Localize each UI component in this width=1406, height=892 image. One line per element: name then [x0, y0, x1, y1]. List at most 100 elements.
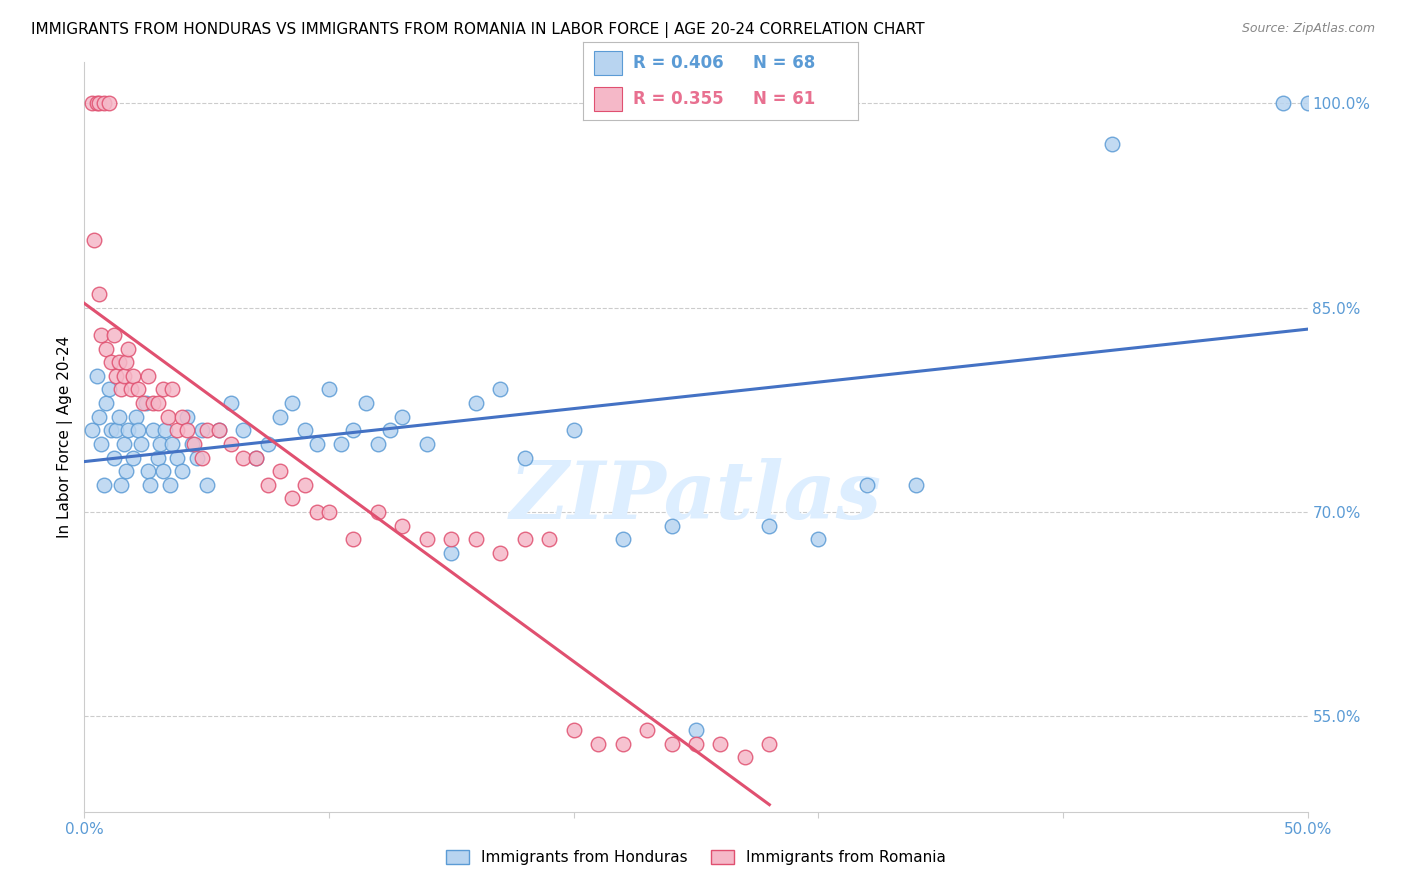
Point: [1272, 96, 1295, 111]
Point: [142, 396, 165, 410]
Point: [103, 327, 125, 342]
Point: [97, 383, 120, 397]
Point: [107, 355, 129, 369]
Point: [416, 437, 439, 451]
Text: R = 0.355: R = 0.355: [633, 90, 724, 108]
Point: [305, 505, 328, 519]
Point: [115, 464, 138, 478]
Point: [354, 396, 377, 410]
Point: [172, 464, 194, 478]
Point: [159, 477, 181, 491]
Point: [562, 723, 585, 737]
Point: [117, 342, 139, 356]
Point: [318, 505, 340, 519]
Point: [1296, 96, 1319, 111]
Point: [183, 437, 205, 451]
Point: [122, 368, 145, 383]
Point: [612, 533, 634, 547]
Point: [149, 437, 172, 451]
Point: [342, 533, 364, 547]
Point: [87, 287, 110, 301]
Point: [105, 368, 128, 383]
Point: [97, 96, 120, 111]
Point: [219, 396, 242, 410]
Point: [166, 450, 188, 465]
Text: IMMIGRANTS FROM HONDURAS VS IMMIGRANTS FROM ROMANIA IN LABOR FORCE | AGE 20-24 C: IMMIGRANTS FROM HONDURAS VS IMMIGRANTS F…: [31, 22, 925, 38]
Text: Source: ZipAtlas.com: Source: ZipAtlas.com: [1241, 22, 1375, 36]
Point: [136, 368, 159, 383]
Point: [685, 737, 707, 751]
Point: [166, 423, 188, 437]
Point: [153, 423, 176, 437]
Point: [612, 737, 634, 751]
Point: [90, 437, 112, 451]
Point: [86, 368, 108, 383]
Bar: [595, 52, 621, 75]
Point: [186, 450, 208, 465]
Point: [232, 423, 254, 437]
Point: [146, 396, 169, 410]
Point: [146, 450, 169, 465]
Point: [586, 737, 609, 751]
Point: [538, 533, 561, 547]
Point: [181, 437, 204, 451]
Point: [107, 409, 129, 424]
Point: [856, 477, 879, 491]
Point: [758, 737, 780, 751]
Point: [489, 546, 512, 560]
Point: [734, 750, 756, 764]
Point: [269, 464, 291, 478]
Text: N = 68: N = 68: [754, 54, 815, 72]
Point: [195, 477, 218, 491]
Point: [83, 233, 105, 247]
Point: [132, 396, 155, 410]
Point: [112, 368, 135, 383]
Point: [758, 518, 780, 533]
Point: [513, 533, 536, 547]
Point: [905, 477, 928, 491]
Point: [208, 423, 231, 437]
Point: [219, 437, 242, 451]
Point: [440, 533, 463, 547]
Point: [636, 723, 658, 737]
Point: [1101, 137, 1123, 152]
Text: R = 0.406: R = 0.406: [633, 54, 724, 72]
Point: [367, 437, 389, 451]
Point: [391, 409, 413, 424]
Point: [257, 477, 280, 491]
Point: [156, 409, 179, 424]
Point: [93, 96, 115, 111]
Point: [191, 450, 214, 465]
Point: [342, 423, 364, 437]
Point: [191, 423, 214, 437]
Point: [87, 96, 110, 111]
Point: [294, 477, 316, 491]
Point: [162, 437, 184, 451]
Point: [87, 409, 110, 424]
Point: [120, 383, 142, 397]
Point: [330, 437, 353, 451]
Point: [489, 383, 512, 397]
Point: [112, 437, 135, 451]
Point: [96, 396, 118, 410]
Point: [152, 383, 174, 397]
Point: [125, 409, 148, 424]
Point: [380, 423, 402, 437]
Point: [103, 450, 125, 465]
Point: [661, 518, 683, 533]
Point: [305, 437, 328, 451]
Point: [110, 383, 132, 397]
Point: [80, 96, 103, 111]
Point: [195, 423, 218, 437]
Point: [100, 423, 122, 437]
Point: [93, 477, 115, 491]
Point: [208, 423, 231, 437]
Y-axis label: In Labor Force | Age 20-24: In Labor Force | Age 20-24: [58, 336, 73, 538]
Point: [110, 477, 132, 491]
Point: [136, 464, 159, 478]
Point: [257, 437, 280, 451]
Point: [135, 396, 157, 410]
Legend: Immigrants from Honduras, Immigrants from Romania: Immigrants from Honduras, Immigrants fro…: [440, 844, 952, 871]
Point: [464, 533, 486, 547]
Point: [562, 423, 585, 437]
